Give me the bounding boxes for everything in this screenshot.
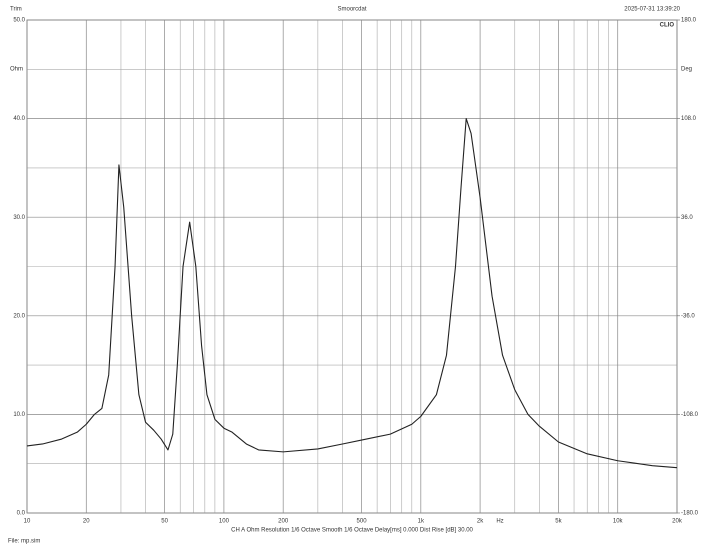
y2-axis-label: Deg — [681, 67, 692, 73]
x-tick-label: 1k — [418, 519, 425, 525]
y2-tick-label: -36.0 — [681, 313, 695, 319]
x-tick-label: 20k — [672, 519, 683, 525]
x-tick-label: 100 — [219, 519, 230, 525]
impedance-curve — [26, 118, 678, 469]
footer: CH A Ohm Resolution 1/6 Octave Smooth 1/… — [231, 528, 473, 534]
file-name: File: mp.sim — [8, 539, 40, 545]
x-axis-label: Hz — [496, 519, 503, 525]
y-axis-label: Ohm — [10, 67, 23, 73]
x-tick-label: 10k — [613, 519, 624, 525]
y-tick-label: 30.0 — [13, 215, 25, 221]
y2-tick-label: 180.0 — [681, 18, 697, 24]
y2-tick-label: -108.0 — [681, 412, 699, 418]
y-tick-label: 10.0 — [13, 412, 25, 418]
x-tick-label: 50 — [161, 519, 168, 525]
x-tick-label: 10 — [24, 519, 31, 525]
y-tick-label: 50.0 — [13, 18, 25, 24]
x-tick-label: 500 — [357, 519, 368, 525]
brand: CLIO — [660, 23, 675, 29]
y2-tick-label: 108.0 — [681, 116, 697, 122]
x-tick-label: 5k — [555, 519, 562, 525]
y-tick-label: 40.0 — [13, 116, 25, 122]
x-tick-label: 20 — [83, 519, 90, 525]
y-tick-label: 20.0 — [13, 313, 25, 319]
y-tick-label: 0.0 — [17, 511, 26, 517]
chart-title: Smoorcdat — [337, 7, 366, 13]
timestamp: 2025-07-31 13:39:20 — [624, 7, 680, 13]
x-tick-label: 200 — [278, 519, 289, 525]
y2-tick-label: 36.0 — [681, 215, 693, 221]
header-left: Trim — [10, 7, 22, 13]
y2-tick-label: -180.0 — [681, 511, 699, 517]
x-tick-label: 2k — [477, 519, 484, 525]
